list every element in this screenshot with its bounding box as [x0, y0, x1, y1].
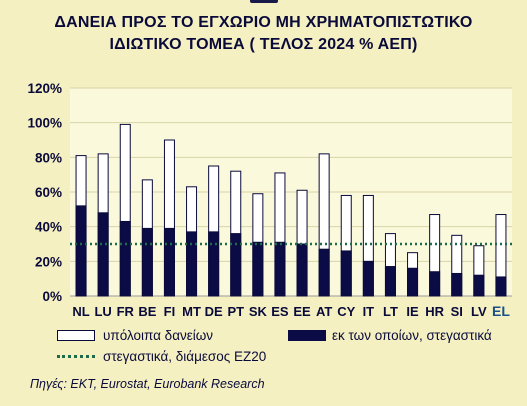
x-tick-label-si: SI	[451, 304, 463, 319]
x-tick-label-be: BE	[138, 304, 156, 319]
bar-housing-lu	[97, 212, 109, 297]
y-tick-label: 20%	[35, 254, 62, 269]
legend-label-other-loans: υπόλοιπα δανείων	[103, 328, 214, 343]
bar-housing-cy	[340, 250, 352, 297]
top-bar	[0, 0, 527, 6]
bar-housing-fi	[163, 227, 175, 297]
y-tick-label: 100%	[27, 116, 62, 131]
bar-housing-lv	[473, 274, 485, 297]
x-tick-label-pt: PT	[227, 304, 244, 319]
y-tick-label: 120%	[27, 81, 62, 96]
x-tick-label-ie: IE	[406, 304, 419, 319]
x-tick-label-at: AT	[316, 304, 332, 319]
legend-label-median: στεγαστικά, διάμεσος ΕΖ20	[103, 349, 267, 364]
x-tick-label-nl: NL	[72, 304, 89, 319]
x-tick-label-es: ES	[271, 304, 289, 319]
x-tick-label-fi: FI	[164, 304, 176, 319]
x-tick-label-hr: HR	[425, 304, 444, 319]
y-tick-label: 80%	[35, 150, 62, 165]
bar-housing-hr	[429, 271, 441, 297]
bar-housing-sk	[252, 241, 264, 297]
legend-item-median: στεγαστικά, διάμεσος ΕΖ20	[57, 349, 266, 364]
bar-housing-mt	[186, 231, 198, 297]
legend-item-other-loans: υπόλοιπα δανείων	[57, 328, 213, 343]
legend-label-housing: εκ των οποίων, στεγαστικά	[332, 328, 492, 343]
bar-housing-at	[318, 248, 330, 297]
y-tick-label: 40%	[35, 220, 62, 235]
legend-swatch-other-loans	[57, 330, 95, 341]
x-tick-label-lt: LT	[383, 304, 398, 319]
x-tick-label-lu: LU	[94, 304, 111, 319]
bar-housing-lt	[384, 266, 396, 297]
bar-housing-de	[208, 231, 220, 297]
bar-housing-ie	[407, 267, 419, 297]
bar-housing-si	[451, 272, 463, 297]
bar-housing-fr	[119, 220, 131, 297]
bar-housing-it	[362, 260, 374, 297]
bar-housing-el	[495, 276, 507, 297]
x-tick-label-de: DE	[205, 304, 223, 319]
y-tick-label: 60%	[35, 185, 62, 200]
top-tab	[250, 0, 278, 3]
x-tick-label-sk: SK	[249, 304, 268, 319]
chart-title-line1: ΔΑΝΕΙΑ ΠΡΟΣ ΤΟ ΕΓΧΩΡΙΟ ΜΗ ΧΡΗΜΑΤΟΠΙΣΤΩΤΙ…	[54, 14, 473, 31]
x-tick-label-fr: FR	[117, 304, 135, 319]
bar-housing-ee	[296, 243, 308, 297]
legend-swatch-housing	[288, 330, 326, 341]
legend-item-housing: εκ των οποίων, στεγαστικά	[288, 328, 492, 343]
bar-housing-es	[274, 241, 286, 297]
legend-swatch-median	[57, 355, 95, 358]
x-tick-label-ee: EE	[293, 304, 311, 319]
bar-housing-pt	[230, 233, 242, 297]
chart-title: ΔΑΝΕΙΑ ΠΡΟΣ ΤΟ ΕΓΧΩΡΙΟ ΜΗ ΧΡΗΜΑΤΟΠΙΣΤΩΤΙ…	[0, 12, 527, 56]
x-tick-label-mt: MT	[182, 304, 201, 319]
x-tick-label-lv: LV	[471, 304, 487, 319]
bar-housing-be	[141, 227, 153, 297]
chart-title-line2: ΙΔΙΩΤΙΚΟ ΤΟΜΕΑ ( ΤΕΛΟΣ 2024 % ΑΕΠ)	[109, 36, 418, 53]
x-tick-label-it: IT	[363, 304, 375, 319]
x-tick-label-cy: CY	[337, 304, 355, 319]
bar-housing-nl	[75, 205, 87, 297]
x-tick-label-el: EL	[492, 303, 510, 319]
y-tick-label: 0%	[42, 289, 62, 304]
source-note: Πηγές: ΕΚΤ, Eurostat, Eurobank Research	[30, 377, 265, 391]
